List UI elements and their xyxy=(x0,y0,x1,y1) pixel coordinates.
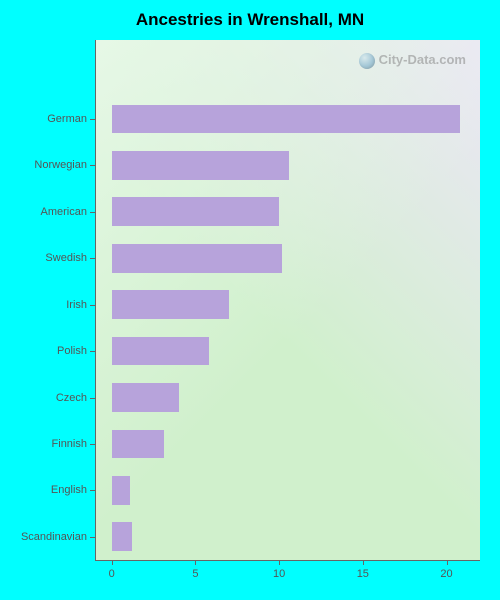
bar-row xyxy=(95,105,480,134)
bar-row xyxy=(95,244,480,273)
x-tick-label: 5 xyxy=(192,568,198,580)
y-tick-mark xyxy=(90,398,95,399)
x-tick-label: 15 xyxy=(357,568,369,580)
bar xyxy=(112,290,229,319)
bar xyxy=(112,476,130,505)
chart-canvas: Ancestries in Wrenshall, MN City-Data.co… xyxy=(0,0,500,600)
bar-row xyxy=(95,383,480,412)
y-tick-mark xyxy=(90,444,95,445)
y-tick-mark xyxy=(90,305,95,306)
y-axis-label: Scandinavian xyxy=(0,531,87,543)
x-tick-label: 10 xyxy=(273,568,285,580)
x-tick-mark xyxy=(363,560,364,565)
y-axis-label: Finnish xyxy=(0,438,87,450)
x-tick-mark xyxy=(447,560,448,565)
bar-row xyxy=(95,337,480,366)
watermark-text: City-Data.com xyxy=(379,52,466,67)
bar xyxy=(112,105,460,134)
y-axis-label: American xyxy=(0,206,87,218)
y-axis-label: Norwegian xyxy=(0,159,87,171)
y-axis-label: Czech xyxy=(0,392,87,404)
x-tick-mark xyxy=(195,560,196,565)
x-tick-label: 0 xyxy=(109,568,115,580)
y-tick-mark xyxy=(90,258,95,259)
bar-row xyxy=(95,290,480,319)
y-tick-mark xyxy=(90,212,95,213)
globe-icon xyxy=(359,53,375,69)
y-axis-label: Polish xyxy=(0,345,87,357)
y-tick-mark xyxy=(90,351,95,352)
y-tick-mark xyxy=(90,119,95,120)
bar xyxy=(112,430,164,459)
bar-row xyxy=(95,197,480,226)
y-tick-mark xyxy=(90,490,95,491)
x-axis-line xyxy=(95,560,480,561)
chart-title: Ancestries in Wrenshall, MN xyxy=(0,10,500,30)
bar xyxy=(112,197,279,226)
y-axis-label: Swedish xyxy=(0,252,87,264)
y-axis-label: German xyxy=(0,113,87,125)
y-axis-label: English xyxy=(0,484,87,496)
x-tick-label: 20 xyxy=(440,568,452,580)
y-axis-label: Irish xyxy=(0,299,87,311)
y-tick-mark xyxy=(90,537,95,538)
bar-row xyxy=(95,522,480,551)
bar xyxy=(112,337,209,366)
y-axis-line xyxy=(95,40,96,560)
bar xyxy=(112,383,179,412)
watermark: City-Data.com xyxy=(359,52,466,69)
bar-row xyxy=(95,476,480,505)
x-tick-mark xyxy=(112,560,113,565)
y-tick-mark xyxy=(90,165,95,166)
bar xyxy=(112,151,289,180)
plot-area: City-Data.com xyxy=(95,40,480,560)
bar-row xyxy=(95,151,480,180)
bar xyxy=(112,244,283,273)
x-tick-mark xyxy=(279,560,280,565)
bar xyxy=(112,522,132,551)
bar-row xyxy=(95,430,480,459)
